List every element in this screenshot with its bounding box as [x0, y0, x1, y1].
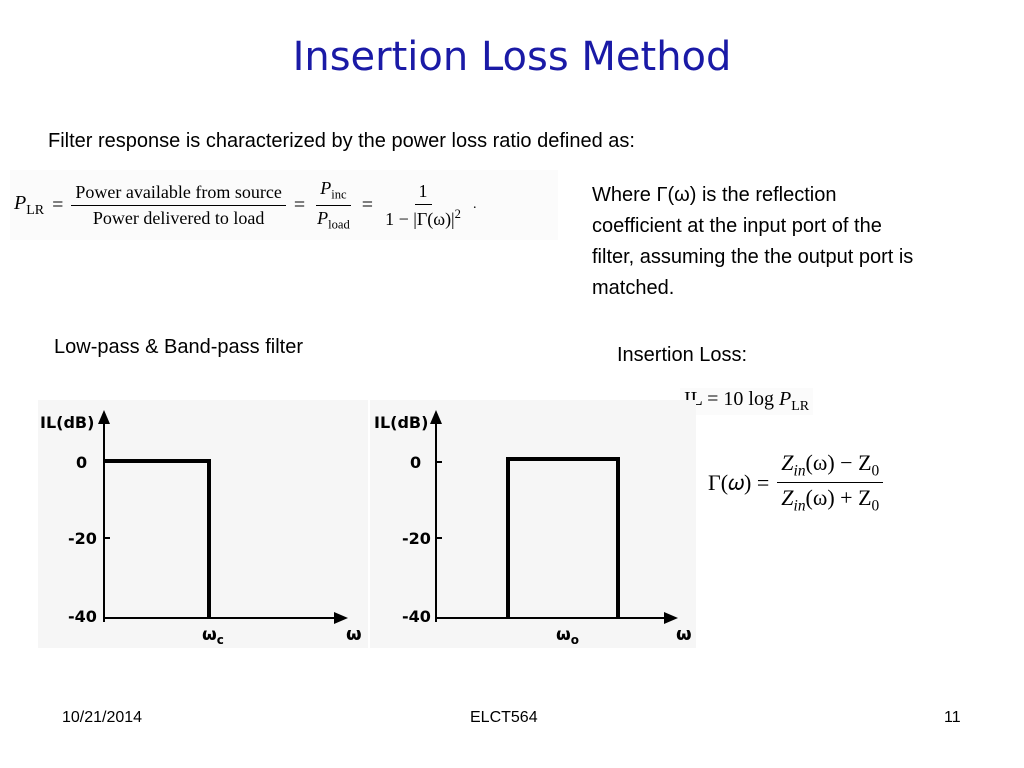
p-inc: Pinc [316, 178, 351, 206]
il-formula: IL = 10 log PLR [680, 388, 814, 415]
y-axis-arrow-icon [98, 410, 110, 424]
formula-period: . [472, 197, 477, 212]
lowpass-response-line [104, 459, 211, 618]
x-axis-label: ω [676, 624, 692, 645]
slide-title: Insertion Loss Method [292, 34, 732, 80]
gamma-lhs: Γ(𝜔) = [708, 469, 770, 495]
gamma-fraction: 1 1 − |Γ(ω)|2 [381, 181, 465, 230]
reflection-note-line: coefficient at the input port of the [592, 215, 882, 237]
reflection-note-line: filter, assuming the the output port is [592, 246, 914, 268]
footer-page-number: 11 [944, 709, 961, 726]
y-tick-label: -20 [68, 529, 97, 548]
gamma-fraction-numerator: 1 [414, 181, 432, 205]
gamma-numerator: Zin(ω) − Z0 [777, 450, 884, 484]
lowpass-response-plot: IL(dB) 0 -20 -40 ω ωc [38, 400, 368, 648]
cutoff-frequency-label: ωc [202, 625, 224, 647]
reflection-note-line: matched. [592, 277, 675, 299]
y-axis-label: IL(dB) [374, 413, 428, 432]
y-tick-label: -20 [402, 529, 431, 548]
insertion-loss-caption: Insertion Loss: [617, 344, 748, 366]
footer-course: ELCT564 [470, 709, 538, 726]
y-tick-label: 0 [410, 453, 421, 472]
power-ratio-fraction: Power available from source Power delive… [71, 182, 286, 229]
y-tick-label: 0 [76, 453, 87, 472]
x-axis-label: ω [346, 624, 362, 645]
center-frequency-label: ωo [556, 625, 579, 647]
p-load: Pload [317, 207, 350, 232]
intro-text: Filter response is characterized by the … [48, 130, 635, 152]
x-axis-arrow-icon [664, 612, 678, 624]
reflection-note-line: Where Γ(ω) is the reflection [592, 184, 837, 206]
y-axis-arrow-icon [430, 410, 442, 424]
x-axis-arrow-icon [334, 612, 348, 624]
gamma-denominator: Zin(ω) + Z0 [781, 485, 880, 515]
reflection-note: Where Γ(ω) is the reflection coefficient… [592, 180, 1012, 304]
bandpass-response-plot: IL(dB) 0 -20 -40 ω ωo [370, 400, 696, 648]
power-ratio-numerator: Power available from source [71, 182, 286, 206]
plr-lhs: PLR [14, 191, 45, 218]
equals-sign: = [361, 193, 374, 216]
footer-date: 10/21/2014 [62, 709, 143, 726]
gamma-impedance-fraction: Zin(ω) − Z0 Zin(ω) + Z0 [777, 450, 884, 516]
p-ratio-fraction: Pinc Pload [313, 178, 354, 232]
gamma-fraction-denominator: 1 − |Γ(ω)|2 [385, 206, 461, 229]
y-tick-label: -40 [68, 607, 97, 626]
power-ratio-denominator: Power delivered to load [92, 207, 265, 228]
bandpass-response-line [506, 457, 620, 618]
y-axis-label: IL(dB) [40, 413, 94, 432]
filter-caption: Low-pass & Band-pass filter [54, 336, 304, 358]
plr-formula: PLR = Power available from source Power … [10, 170, 558, 240]
equals-sign: = [293, 193, 306, 216]
y-tick-label: -40 [402, 607, 431, 626]
gamma-formula: Γ(𝜔) = Zin(ω) − Z0 Zin(ω) + Z0 [708, 450, 884, 516]
equals-sign: = [52, 193, 64, 216]
